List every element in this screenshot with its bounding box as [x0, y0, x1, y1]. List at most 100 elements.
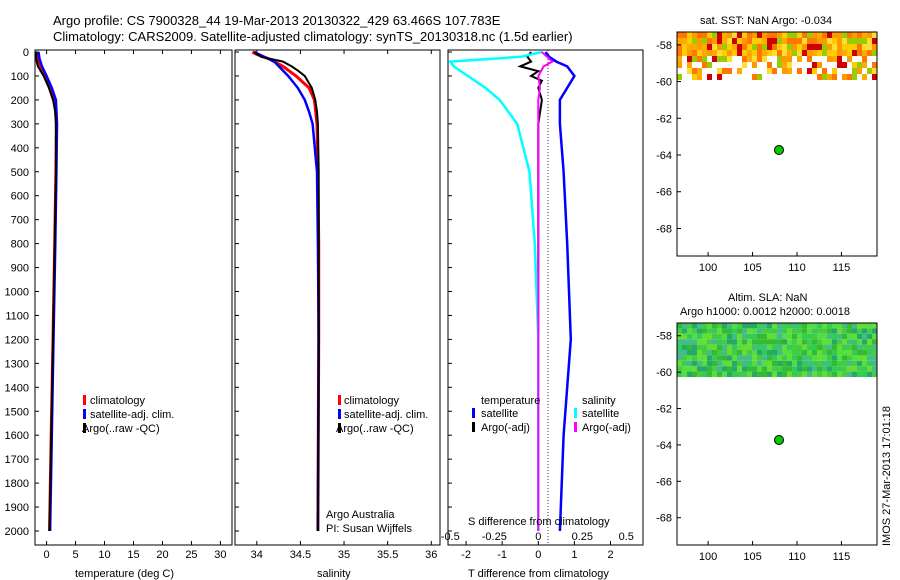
- sla-cell: [727, 328, 732, 334]
- sst-cell: [822, 50, 827, 56]
- sla-cell: [782, 333, 787, 340]
- sla-cell: [732, 344, 737, 350]
- sst-cell: [707, 38, 712, 44]
- legend-label-temp-argo: Argo(-adj): [481, 422, 530, 434]
- sla-cell: [817, 333, 822, 340]
- sst-cell: [777, 44, 782, 50]
- sst-cell: [802, 38, 807, 44]
- sla-cell: [697, 333, 702, 340]
- depth-tick-label: 1900: [5, 502, 29, 514]
- legend-swatch-satellite: [83, 409, 86, 419]
- sst-cell: [807, 38, 812, 44]
- sst-cell: [702, 50, 707, 56]
- sla-cell: [722, 328, 727, 334]
- sla-cell: [737, 366, 742, 372]
- sst-cell: [852, 50, 857, 56]
- sla-cell: [857, 350, 862, 356]
- sst-map-axes: -58 -60 -62 -64 -66 -68 100 105 110 115: [656, 40, 850, 274]
- sla-cell: [692, 323, 697, 329]
- sla-cell: [712, 323, 717, 329]
- depth-tick-label: 600: [11, 191, 29, 203]
- sst-cell: [677, 38, 682, 44]
- sla-cell: [747, 371, 752, 377]
- sla-cell: [822, 323, 827, 329]
- sst-cell: [777, 32, 782, 38]
- sst-cell: [832, 38, 837, 44]
- sst-cell: [692, 74, 697, 80]
- sst-cell: [832, 74, 837, 80]
- s-tick-label: -0.5: [441, 531, 460, 543]
- sla-map-subtitle: Argo h1000: 0.0012 h2000: 0.0018: [680, 306, 850, 318]
- series-line-argo-raw-qc-: [253, 51, 320, 532]
- sla-cell: [707, 355, 712, 361]
- sst-cell: [717, 44, 722, 50]
- sla-cell: [822, 360, 827, 367]
- sst-cell: [787, 68, 792, 74]
- sla-cell: [762, 339, 767, 345]
- sla-cell: [787, 371, 792, 377]
- sst-cell: [867, 38, 872, 44]
- sla-cell: [727, 323, 732, 329]
- sla-cell: [807, 360, 812, 367]
- sst-cell: [687, 50, 692, 56]
- salinity-legend: climatology satellite-adj. clim. Argo(..…: [336, 395, 428, 435]
- sla-cell: [742, 328, 747, 334]
- sst-cell: [762, 56, 767, 62]
- sst-map-panel: sat. SST: NaN Argo: -0.034 -58-60-62-64-…: [656, 15, 878, 274]
- sla-cell: [797, 371, 802, 377]
- sla-cell: [802, 328, 807, 334]
- sla-cell: [812, 371, 817, 377]
- sla-cell: [817, 360, 822, 367]
- sst-cell: [862, 62, 867, 68]
- sla-cell: [872, 366, 877, 372]
- sla-cell: [757, 360, 762, 367]
- sla-cell: [682, 355, 687, 361]
- sst-cell: [837, 32, 842, 38]
- sla-cell: [732, 371, 737, 377]
- sla-cell: [822, 339, 827, 345]
- sla-cell: [832, 355, 837, 361]
- sla-cell: [767, 339, 772, 345]
- sst-cell: [832, 32, 837, 38]
- sla-map-title: Altim. SLA: NaN: [728, 292, 808, 304]
- sst-cell: [757, 44, 762, 50]
- legend-swatch-climatology: [83, 395, 86, 405]
- sla-cell: [702, 355, 707, 361]
- sla-cell: [842, 344, 847, 350]
- legend-salinity-title: salinity: [582, 395, 616, 407]
- x-tick-label: 15: [127, 549, 139, 561]
- legend-swatch-temp-argo: [472, 422, 475, 432]
- sst-cell: [687, 68, 692, 74]
- sst-cell: [687, 56, 692, 62]
- sla-cell: [742, 371, 747, 377]
- sst-cell: [677, 50, 682, 56]
- sla-cell: [787, 344, 792, 350]
- sla-cell: [857, 328, 862, 334]
- sla-cell: [727, 360, 732, 367]
- depth-tick-label: 900: [11, 263, 29, 275]
- temperature-x-axis: 0 5 10 15 20 25 30: [44, 50, 227, 561]
- sst-cell: [847, 56, 852, 62]
- lat-tick-label: -66: [656, 476, 672, 488]
- temperature-series: [35, 51, 59, 532]
- sla-cell: [852, 360, 857, 367]
- sst-cell: [852, 62, 857, 68]
- sst-cell: [822, 44, 827, 50]
- x-tick-label: 30: [214, 549, 226, 561]
- sla-cell: [792, 344, 797, 350]
- sla-cell: [862, 333, 867, 340]
- sla-cell: [742, 339, 747, 345]
- sst-cell: [787, 38, 792, 44]
- sst-cell: [722, 44, 727, 50]
- sst-cell: [682, 44, 687, 50]
- sla-cell: [762, 366, 767, 372]
- sla-cell: [852, 323, 857, 329]
- sla-cell: [787, 355, 792, 361]
- sla-cell: [757, 323, 762, 329]
- sla-cell: [852, 371, 857, 377]
- sst-cell: [747, 50, 752, 56]
- sst-cell: [737, 38, 742, 44]
- sst-cell: [807, 50, 812, 56]
- sst-cell: [757, 50, 762, 56]
- sst-cell: [822, 74, 827, 80]
